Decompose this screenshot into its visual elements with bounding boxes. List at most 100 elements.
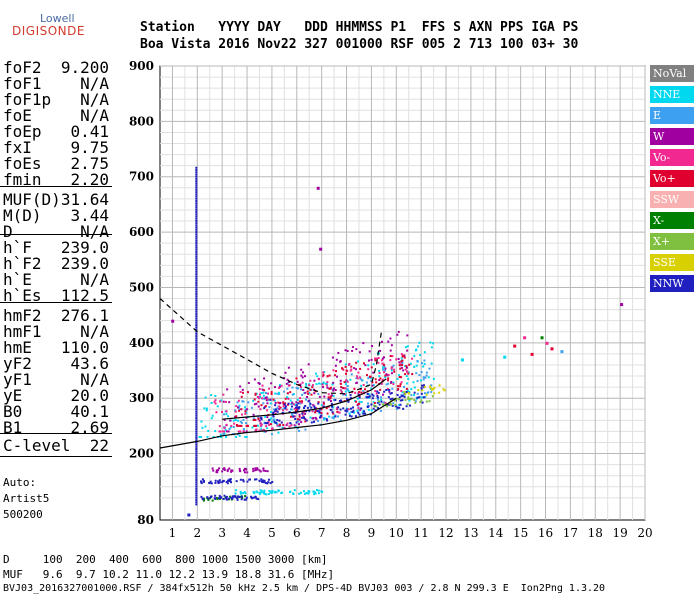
es-trace-point	[223, 494, 226, 497]
data-point-nne	[203, 407, 206, 410]
data-point-nne	[413, 386, 416, 389]
data-point-nne	[419, 379, 422, 382]
data-point-vo	[253, 424, 256, 427]
data-point-x	[382, 403, 385, 406]
vertical-trace-point	[195, 248, 198, 251]
data-point-w	[311, 417, 314, 420]
es-trace-point	[246, 471, 249, 474]
data-point-nnw	[278, 419, 281, 422]
data-point-e	[236, 401, 239, 404]
vertical-trace-point	[195, 235, 198, 238]
data-point-nnw	[334, 415, 337, 418]
data-point-vo	[234, 410, 237, 413]
vertical-trace-point	[195, 363, 198, 366]
x-tick-label: 7	[318, 526, 326, 540]
data-point-w	[229, 419, 232, 422]
param-name: foEp	[3, 122, 42, 141]
vertical-trace-point	[195, 399, 198, 402]
param-separator	[0, 302, 112, 303]
vertical-trace-point	[195, 239, 198, 242]
vertical-trace-point	[195, 301, 198, 304]
data-point-vo	[401, 359, 404, 362]
data-point-nne	[238, 434, 241, 437]
vertical-trace-point	[195, 184, 198, 187]
vertical-trace-point	[195, 284, 198, 287]
es-trace-point	[261, 480, 264, 483]
vertical-trace-point	[195, 219, 198, 222]
data-point-nne	[377, 352, 380, 355]
data-point-nne	[372, 401, 375, 404]
vertical-trace-point	[195, 474, 198, 477]
data-point-vo	[359, 367, 362, 370]
data-point-nne	[279, 384, 282, 387]
data-point-w	[331, 356, 334, 359]
data-point-vo	[349, 369, 352, 372]
data-point-vo	[339, 382, 342, 385]
data-point-nnw	[396, 393, 399, 396]
data-point-vo	[332, 412, 335, 415]
vertical-trace-point	[195, 461, 198, 464]
data-point-nne	[432, 377, 435, 380]
data-point-w	[353, 367, 356, 370]
vertical-trace-point	[195, 335, 198, 338]
vertical-trace-point	[195, 306, 198, 309]
data-point-vo	[261, 384, 264, 387]
data-point-e	[276, 407, 279, 410]
data-point-vo	[337, 411, 340, 414]
data-point-nnw	[344, 409, 347, 412]
data-point-e	[223, 413, 226, 416]
param-name: yF2	[3, 354, 32, 373]
vertical-trace-point	[195, 403, 198, 406]
es-trace-point	[236, 498, 239, 501]
data-point-w	[286, 378, 289, 381]
vertical-trace-point	[195, 410, 198, 413]
data-point-nne	[409, 362, 412, 365]
data-point-nne	[356, 409, 359, 412]
data-point-e	[291, 393, 294, 396]
data-point-nne	[345, 381, 348, 384]
legend-item-e: E	[650, 107, 694, 124]
data-point-vo	[257, 400, 260, 403]
es-trace-point	[201, 497, 204, 500]
data-point-nnw	[334, 398, 337, 401]
data-point-vo	[356, 377, 359, 380]
data-point-vo	[237, 430, 240, 433]
data-point-nnw	[403, 395, 406, 398]
data-point-vo	[355, 361, 358, 364]
x-tick-label: 13	[463, 526, 478, 540]
data-point-w	[265, 396, 268, 399]
data-point-vo	[343, 381, 346, 384]
data-point-vo	[282, 403, 285, 406]
param-name: fmin	[3, 170, 42, 189]
es-trace-point	[298, 492, 301, 495]
data-point-nne	[407, 377, 410, 380]
data-point-e	[391, 387, 394, 390]
data-point-w	[300, 374, 303, 377]
data-point-x	[410, 397, 413, 400]
data-point-nne	[251, 426, 254, 429]
data-point-e	[367, 402, 370, 405]
data-point-vo	[399, 367, 402, 370]
data-point-e	[297, 420, 300, 423]
data-point-e	[291, 386, 294, 389]
data-point-e	[276, 392, 279, 395]
data-point-e	[317, 392, 320, 395]
data-point-w	[307, 363, 310, 366]
data-point-w	[313, 379, 316, 382]
param-name: foEs	[3, 154, 42, 173]
data-point-e	[339, 419, 342, 422]
data-point-w	[283, 377, 286, 380]
data-point-w	[241, 388, 244, 391]
file-info-row: BVJ03_2016327001000.RSF / 384fx512h 50 k…	[3, 583, 606, 594]
es-trace-point	[217, 480, 220, 483]
data-point-vo	[314, 411, 317, 414]
data-point-nnw	[317, 402, 320, 405]
data-point-w	[269, 398, 272, 401]
data-point-nne	[289, 399, 292, 402]
legend-item-vo: Vo-	[650, 149, 694, 166]
data-point-vo	[282, 401, 285, 404]
es-trace-point	[293, 489, 296, 492]
data-point-nne	[225, 413, 228, 416]
vertical-trace-point	[195, 308, 198, 311]
vertical-trace-point	[195, 481, 198, 484]
